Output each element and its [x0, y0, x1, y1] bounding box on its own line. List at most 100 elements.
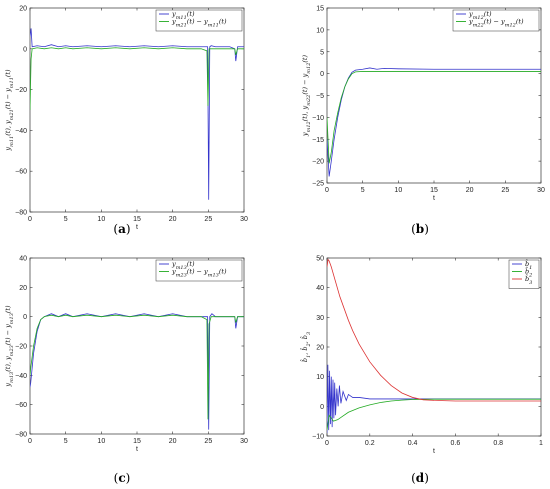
y-tick-label: 0 — [320, 71, 324, 78]
svg-text:b̂3: b̂3 — [525, 273, 532, 286]
series-line-1 — [30, 28, 244, 200]
legend: ym13(t)ym23(t) − ym13(t) — [155, 259, 243, 282]
plot-area — [326, 257, 542, 437]
legend-label: b̂1 — [525, 258, 532, 271]
legend-box — [155, 259, 243, 282]
x-axis-label: t — [136, 224, 138, 231]
y-tick-label: 50 — [316, 256, 324, 263]
y-tick-label: −40 — [15, 373, 27, 380]
panel-caption: (c) — [114, 471, 131, 485]
y-tick-label: −20 — [15, 87, 27, 94]
plot-area — [29, 257, 245, 435]
x-tick-label: 20 — [169, 216, 177, 223]
y-tick-label: 20 — [316, 345, 324, 352]
chart-panel-c: 0 5 10 15 20 25 30 40 20 0 −20 −40 −60 −80 t ym13(t), y… — [4, 256, 248, 486]
y-tick-label: 0 — [320, 404, 324, 411]
legend-label: ym11(t) — [171, 10, 195, 21]
y-tick-label: −10 — [312, 434, 324, 441]
y-axis-label: b̂1, b̂2, b̂3 — [299, 332, 312, 362]
y-tick-label: 15 — [316, 6, 324, 13]
x-tick-label: 0.2 — [365, 440, 375, 447]
legend-label: ym13(t) — [171, 260, 195, 271]
panel-caption: (d) — [411, 471, 429, 485]
y-tick-label: 5 — [320, 49, 324, 56]
x-tick-label: 15 — [430, 187, 438, 194]
series-line-3 — [327, 258, 541, 402]
x-tick-label: 0 — [28, 438, 32, 445]
x-tick-label: 0.4 — [408, 440, 418, 447]
legend-label: b̂2 — [525, 265, 532, 278]
series-line-1 — [327, 364, 541, 434]
legend-label: ym21(t) − ym11(t) — [171, 18, 227, 29]
panel-caption: (b) — [411, 222, 429, 236]
y-tick-label: 20 — [19, 285, 27, 292]
svg-text:ym11(t), ym21(t) − ym11(t): ym11(t), ym21(t) − ym11(t) — [4, 69, 15, 152]
y-tick-label: 40 — [19, 256, 27, 263]
x-tick-label: 15 — [133, 438, 141, 445]
plot-area — [29, 7, 245, 213]
series-line-1 — [327, 67, 541, 177]
svg-text:ym22(t) − ym12(t): ym22(t) − ym12(t) — [468, 18, 524, 29]
legend: ym11(t)ym21(t) − ym11(t) — [155, 9, 243, 32]
series-line-2 — [30, 314, 244, 420]
legend-box — [508, 259, 540, 289]
legend-box — [155, 9, 243, 32]
y-tick-label: −80 — [15, 210, 27, 217]
y-tick-label: −60 — [15, 169, 27, 176]
panel-caption: (a) — [113, 222, 130, 236]
y-tick-label: −60 — [15, 402, 27, 409]
legend-box — [452, 9, 540, 32]
x-tick-label: 0.8 — [493, 440, 503, 447]
x-tick-label: 20 — [169, 438, 177, 445]
legend-label: b̂3 — [525, 273, 532, 286]
x-tick-label: 20 — [466, 187, 474, 194]
x-tick-label: 30 — [240, 438, 248, 445]
chart-panel-b: 0 5 10 15 20 25 30 15 10 5 0 −5 −10 −15 −20 −25 t ym12(t)… — [301, 6, 545, 237]
svg-text:ym12(t): ym12(t) — [468, 10, 492, 21]
x-tick-label: 0 — [325, 187, 329, 194]
x-tick-label: 5 — [361, 187, 365, 194]
chart-panel-a: 0 5 10 15 20 25 30 20 0 −20 −40 −60 −80 t ym11(t), ym2… — [4, 6, 248, 237]
x-axis-label: t — [433, 195, 435, 202]
y-tick-label: 0 — [23, 314, 27, 321]
x-tick-label: 15 — [133, 216, 141, 223]
svg-text:ym13(t), ym23(t) − ym13(t): ym13(t), ym23(t) − ym13(t) — [4, 305, 15, 388]
y-axis-label: ym13(t), ym23(t) − ym13(t) — [4, 305, 15, 388]
x-tick-label: 0 — [28, 216, 32, 223]
y-tick-label: −40 — [15, 128, 27, 135]
legend: b̂1b̂2b̂3 — [508, 258, 540, 289]
y-tick-label: −25 — [312, 181, 324, 188]
x-tick-label: 25 — [204, 216, 212, 223]
legend-label: ym12(t) — [468, 10, 492, 21]
x-tick-label: 10 — [97, 216, 105, 223]
x-axis-label: t — [433, 448, 435, 455]
svg-text:ym13(t): ym13(t) — [171, 260, 195, 271]
x-axis-label: t — [136, 446, 138, 453]
svg-text:ym11(t): ym11(t) — [171, 10, 195, 21]
legend-label: ym23(t) − ym13(t) — [171, 268, 227, 279]
x-tick-label: 5 — [64, 438, 68, 445]
svg-text:b̂2: b̂2 — [525, 265, 532, 278]
y-tick-label: −5 — [316, 93, 324, 100]
x-tick-label: 25 — [204, 438, 212, 445]
svg-text:b̂1, b̂2, b̂3: b̂1, b̂2, b̂3 — [299, 332, 312, 362]
series-line-2 — [327, 398, 541, 431]
y-tick-label: 10 — [316, 27, 324, 34]
y-tick-label: 10 — [316, 374, 324, 381]
y-tick-label: −15 — [312, 137, 324, 144]
y-tick-label: −20 — [15, 344, 27, 351]
plot-area — [326, 7, 542, 184]
x-tick-label: 30 — [537, 187, 545, 194]
x-tick-label: 30 — [240, 216, 248, 223]
y-tick-label: 0 — [23, 46, 27, 53]
x-tick-label: 0 — [325, 440, 329, 447]
legend-label: ym22(t) − ym12(t) — [468, 18, 524, 29]
x-tick-label: 0.6 — [451, 440, 461, 447]
y-axis-label: ym12(t), ym22(t) − ym12(t) — [301, 54, 312, 137]
series-line-2 — [30, 47, 244, 111]
svg-text:b̂1: b̂1 — [525, 258, 532, 271]
x-tick-label: 10 — [394, 187, 402, 194]
y-axis-label: ym11(t), ym21(t) − ym11(t) — [4, 69, 15, 152]
svg-text:ym21(t) − ym11(t): ym21(t) − ym11(t) — [171, 18, 227, 29]
